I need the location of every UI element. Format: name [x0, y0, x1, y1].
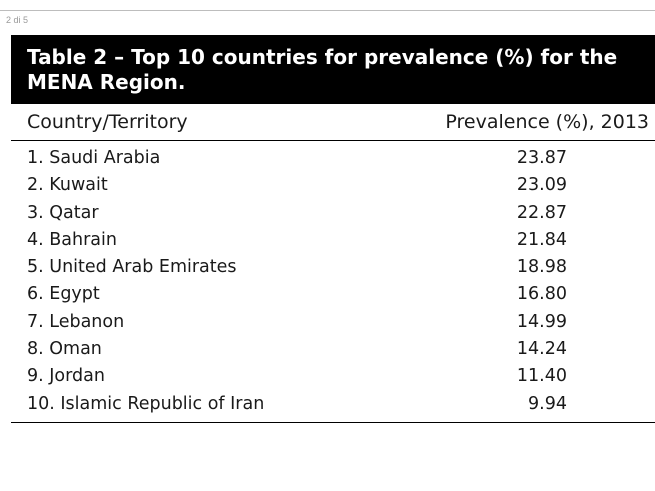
prevalence-cell: 22.87: [516, 202, 567, 223]
table-row: 10. Islamic Republic of Iran 9.94: [11, 391, 655, 418]
table-row: 4. Bahrain 21.84: [11, 227, 655, 254]
prevalence-cell: 23.87: [516, 148, 567, 168]
page-indicator: 2 di 5: [6, 15, 29, 25]
country-cell: 7. Lebanon: [27, 311, 125, 332]
prevalence-cell: 9.94: [528, 393, 567, 414]
country-cell: 3. Qatar: [27, 202, 99, 223]
country-cell: 10. Islamic Republic of Iran: [27, 393, 265, 414]
table-row: 8. Oman 14.24: [11, 336, 655, 363]
country-cell: 6. Egypt: [27, 284, 100, 305]
table-row: 3. Qatar 22.87: [11, 200, 655, 227]
prevalence-cell: 11.40: [516, 366, 567, 387]
prevalence-cell: 16.80: [516, 284, 567, 305]
column-header-prevalence: Prevalence (%), 2013: [445, 111, 649, 133]
table-row: 1. Saudi Arabia 23.87: [11, 145, 655, 172]
country-cell: 5. United Arab Emirates: [27, 257, 237, 278]
prevalence-cell: 14.24: [516, 339, 567, 360]
top-divider: [0, 10, 655, 11]
prevalence-table: Table 2 – Top 10 countries for prevalenc…: [11, 35, 655, 423]
table-header-row: Country/Territory Prevalence (%), 2013: [11, 104, 655, 141]
table-body: 1. Saudi Arabia 23.87 2. Kuwait 23.09 3.…: [11, 141, 655, 423]
country-cell: 2. Kuwait: [27, 175, 108, 196]
table-row: 2. Kuwait 23.09: [11, 172, 655, 199]
column-header-country: Country/Territory: [27, 111, 188, 133]
country-cell: 1. Saudi Arabia: [27, 148, 161, 168]
table-title: Table 2 – Top 10 countries for prevalenc…: [11, 35, 655, 104]
country-cell: 8. Oman: [27, 339, 102, 360]
table-row: 5. United Arab Emirates 18.98: [11, 254, 655, 281]
country-cell: 4. Bahrain: [27, 229, 117, 250]
prevalence-cell: 21.84: [516, 229, 567, 250]
table-row: 7. Lebanon 14.99: [11, 309, 655, 336]
prevalence-cell: 18.98: [516, 257, 567, 278]
table-row: 6. Egypt 16.80: [11, 281, 655, 308]
prevalence-cell: 23.09: [516, 175, 567, 196]
table-row: 9. Jordan 11.40: [11, 363, 655, 390]
prevalence-cell: 14.99: [516, 311, 567, 332]
country-cell: 9. Jordan: [27, 366, 105, 387]
